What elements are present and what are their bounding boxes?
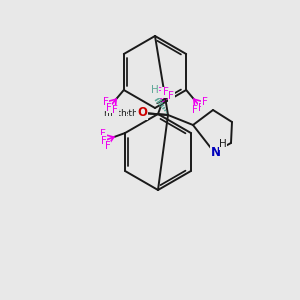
Text: F: F bbox=[112, 105, 118, 115]
Text: F: F bbox=[202, 97, 208, 107]
Text: F: F bbox=[100, 136, 106, 146]
Text: O: O bbox=[137, 106, 147, 119]
Text: F: F bbox=[103, 97, 108, 107]
Text: F: F bbox=[168, 92, 174, 101]
Text: F: F bbox=[198, 103, 204, 112]
Text: F: F bbox=[163, 87, 169, 98]
Text: F: F bbox=[106, 103, 112, 112]
Text: F: F bbox=[192, 105, 198, 115]
Text: meth: meth bbox=[103, 109, 127, 118]
Text: H: H bbox=[151, 85, 159, 95]
Text: N: N bbox=[211, 146, 221, 158]
Text: meth: meth bbox=[114, 109, 138, 118]
Text: H: H bbox=[219, 139, 227, 149]
Text: F: F bbox=[100, 129, 106, 139]
Text: F: F bbox=[105, 141, 110, 151]
Text: O: O bbox=[136, 106, 146, 119]
Text: F: F bbox=[156, 87, 162, 97]
